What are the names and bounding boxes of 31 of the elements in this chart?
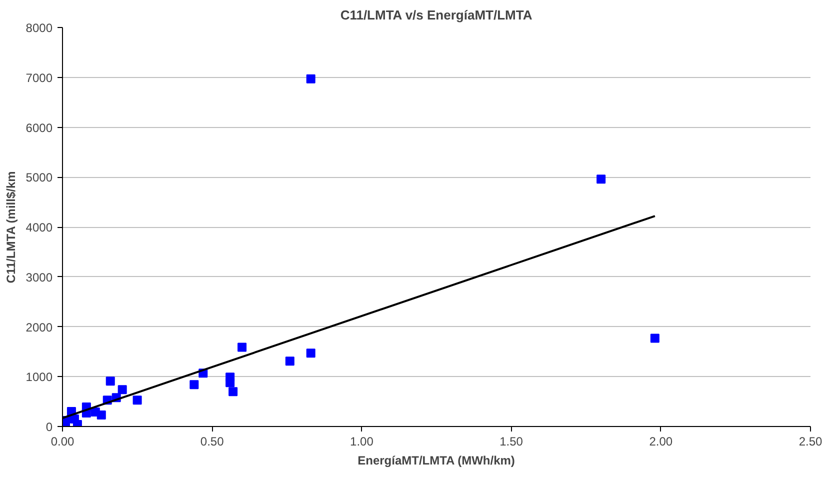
x-tick-label: 0.50	[200, 434, 224, 448]
point	[190, 380, 199, 390]
x-tick-label: 2.00	[649, 434, 673, 448]
y-tick-label: 5000	[26, 170, 53, 185]
point	[285, 356, 294, 366]
x-tick-label: 1.00	[350, 434, 374, 448]
y-tick-label: 6000	[26, 120, 53, 135]
y-tick-label: 8000	[26, 21, 53, 35]
y-tick-label: 4000	[26, 220, 53, 234]
y-tick-label: 3000	[26, 270, 53, 284]
x-tick-label: 1.50	[500, 434, 524, 448]
y-axis-title: C11/LMTA (mill$/km	[4, 171, 18, 284]
x-axis-title: EnergíaMT/LMTA (MWh/km)	[358, 454, 515, 468]
x-tick-label: 2.50	[798, 434, 823, 448]
point	[96, 410, 106, 420]
point	[596, 174, 606, 184]
point	[306, 348, 316, 358]
point	[228, 387, 238, 396]
point	[226, 378, 235, 388]
point	[650, 334, 660, 343]
point	[118, 385, 127, 394]
y-tick-label: 1000	[26, 370, 53, 384]
point	[132, 396, 142, 405]
y-tick-label: 7000	[26, 70, 53, 85]
chart-title: C11/LMTA v/s EnergíaMT/LMTA	[340, 8, 533, 22]
point	[106, 376, 115, 386]
point	[306, 74, 316, 84]
y-tick-label: 2000	[26, 320, 53, 334]
x-tick-label: 0.00	[50, 434, 75, 448]
point	[238, 342, 247, 352]
y-tick-label: 0	[46, 420, 53, 434]
